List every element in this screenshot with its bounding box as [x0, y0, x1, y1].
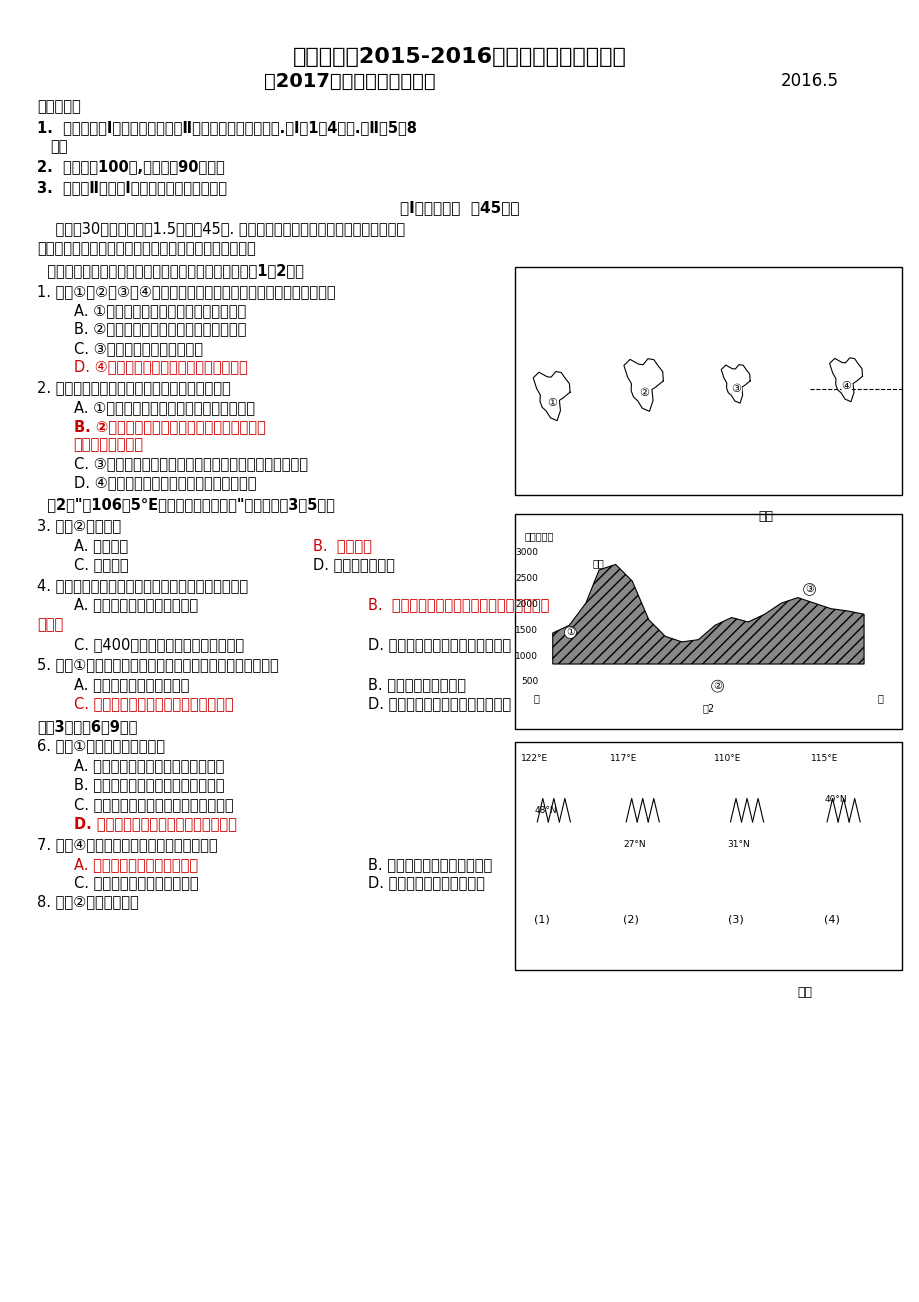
- Text: 31°N: 31°N: [727, 840, 750, 849]
- Text: 秦岭: 秦岭: [592, 559, 603, 568]
- Text: 2016.5: 2016.5: [779, 72, 838, 90]
- Text: 第Ⅰ卷（选择题  共45分）: 第Ⅰ卷（选择题 共45分）: [400, 201, 519, 216]
- Text: 122°E: 122°E: [520, 754, 548, 763]
- Text: C. 为400毫米年等降水量线经过的地区: C. 为400毫米年等降水量线经过的地区: [74, 637, 244, 652]
- Text: 1500: 1500: [515, 626, 538, 635]
- Text: B. 东侧为黄土高原，西侧为华北平原: B. 东侧为黄土高原，西侧为华北平原: [74, 777, 224, 793]
- Text: ③: ③: [804, 585, 813, 595]
- Text: 2000: 2000: [515, 600, 538, 609]
- Text: 页。: 页。: [51, 139, 68, 155]
- Text: ②: ②: [639, 388, 648, 397]
- Text: C. 东侧为内蒙古高原，西侧为东北平原: C. 东侧为内蒙古高原，西侧为东北平原: [74, 797, 233, 812]
- Text: D. ④城市所在的省级行政区有南回归线穿过: D. ④城市所在的省级行政区有南回归线穿过: [74, 475, 255, 491]
- Bar: [515, 267, 901, 495]
- Text: B. 地势平坦，草原辽阔: B. 地势平坦，草原辽阔: [368, 677, 466, 693]
- Text: A. 河网密布，灌溉水源充足: A. 河网密布，灌溉水源充足: [74, 677, 188, 693]
- Text: 南: 南: [877, 693, 882, 703]
- Text: 5. 有关①地形区农业发展条件及面临的问题，叙述正确的是: 5. 有关①地形区农业发展条件及面临的问题，叙述正确的是: [37, 658, 278, 673]
- Text: (2): (2): [622, 915, 639, 924]
- Text: 8. 山脉②两侧分别属于: 8. 山脉②两侧分别属于: [37, 894, 139, 910]
- Text: A. 华北平原: A. 华北平原: [74, 538, 128, 553]
- Text: 27°N: 27°N: [623, 840, 645, 849]
- Text: B.  四川盆地: B. 四川盆地: [312, 538, 371, 553]
- Text: C. ③有我国著名的敦煌莫高窟: C. ③有我国著名的敦煌莫高窟: [74, 341, 202, 357]
- Text: A. ①位于黄河沿岸，是山东省的省会济南: A. ①位于黄河沿岸，是山东省的省会济南: [74, 303, 245, 319]
- Text: 4. 秦岭是我国重要的地理分界线，其地理意义表现在: 4. 秦岭是我国重要的地理分界线，其地理意义表现在: [37, 578, 247, 594]
- Text: C. 东侧为春小麦，西侧为水稻: C. 东侧为春小麦，西侧为水稻: [74, 875, 198, 891]
- Text: D. ④位于珠江沿岸，是广东省的省会广州: D. ④位于珠江沿岸，是广东省的省会广州: [74, 359, 247, 375]
- Text: C. 水土流失严重，陡坡应退耕还林还草: C. 水土流失严重，陡坡应退耕还林还草: [74, 697, 233, 712]
- Text: 读图3，回答6～9题：: 读图3，回答6～9题：: [37, 719, 137, 734]
- Text: 7. 山脉④两侧地形区的主要粮食作物分别是: 7. 山脉④两侧地形区的主要粮食作物分别是: [37, 837, 217, 853]
- Text: 2500: 2500: [515, 574, 538, 583]
- Text: 北: 北: [533, 693, 539, 703]
- Text: 1. 关于①、②、③、④四个省会城市的名称、地理位置的叙述正确的是: 1. 关于①、②、③、④四个省会城市的名称、地理位置的叙述正确的是: [37, 284, 335, 299]
- Text: 海拔（米）: 海拔（米）: [524, 531, 553, 542]
- Text: 最东的省级行政区: 最东的省级行政区: [74, 437, 143, 453]
- Text: (3): (3): [727, 915, 743, 924]
- Text: D. 东侧为东北平原，西侧为内蒙古高原: D. 东侧为东北平原，西侧为内蒙古高原: [74, 816, 236, 832]
- Text: ②: ②: [712, 681, 721, 691]
- Text: (4): (4): [823, 915, 839, 924]
- Text: A. ①城市所在的省级行政区位于鄱阳湖以北: A. ①城市所在的省级行政区位于鄱阳湖以北: [74, 400, 255, 415]
- Text: B. ②城市所在的省级行政区是我国位置最北、: B. ②城市所在的省级行政区是我国位置最北、: [74, 419, 265, 435]
- Text: B.  是亚热带季风气候区和温带季风气候区的: B. 是亚热带季风气候区和温带季风气候区的: [368, 598, 549, 613]
- Text: ①: ①: [565, 628, 574, 638]
- Text: 115°E: 115°E: [810, 754, 837, 763]
- Text: ①: ①: [547, 398, 556, 408]
- Text: C. ③城市所在的省级行政区全部位于秦岭以北，长城以南: C. ③城市所在的省级行政区全部位于秦岭以北，长城以南: [74, 456, 307, 471]
- Text: 图2: 图2: [701, 703, 714, 713]
- Text: 40°N: 40°N: [823, 794, 846, 803]
- Text: 图2为"沿106．5°E我国局部地形剖面图"，分析完成3～5题。: 图2为"沿106．5°E我国局部地形剖面图"，分析完成3～5题。: [37, 497, 335, 513]
- Text: 110°E: 110°E: [713, 754, 741, 763]
- Text: 3. 图中②地形区为: 3. 图中②地形区为: [37, 518, 120, 534]
- Text: 根据下面四个省级行政区的轮廓图，联系所学知识回答1～2题：: 根据下面四个省级行政区的轮廓图，联系所学知识回答1～2题：: [37, 263, 303, 279]
- Text: A. 东侧为冬小麦，西侧为谷子: A. 东侧为冬小麦，西侧为谷子: [74, 857, 198, 872]
- Text: 2.  全卷满分100分,考试时间90分钟。: 2. 全卷满分100分,考试时间90分钟。: [37, 159, 224, 174]
- Text: 500: 500: [520, 677, 538, 686]
- Text: D. 是长江水系与淮河水系的分界线: D. 是长江水系与淮河水系的分界线: [368, 637, 511, 652]
- Text: 本卷共30小题，每小题1.5分，共45分. 在每小题给出的四个选项中，只有一项是符: 本卷共30小题，每小题1.5分，共45分. 在每小题给出的四个选项中，只有一项是…: [37, 221, 404, 237]
- Text: 1.  本试卷分第Ⅰ卷（选择题）和第Ⅱ卷（非选择题）两部分.第Ⅰ卷1至4页，.第Ⅱ卷5至8: 1. 本试卷分第Ⅰ卷（选择题）和第Ⅱ卷（非选择题）两部分.第Ⅰ卷1至4页，.第Ⅱ…: [37, 120, 416, 135]
- Bar: [515, 742, 901, 970]
- Text: 图３: 图３: [797, 986, 811, 999]
- Text: 合题目要求的，请把正确答案填写到答题卷的相应位置。: 合题目要求的，请把正确答案填写到答题卷的相应位置。: [37, 241, 255, 256]
- Text: A. 为农耕区和畜牧区的分界线: A. 为农耕区和畜牧区的分界线: [74, 598, 198, 613]
- Text: 市十二中学2015-2016学年度（下）半期检测: 市十二中学2015-2016学年度（下）半期检测: [293, 47, 626, 66]
- Text: B. 东侧为水稻，西侧为冬小麦: B. 东侧为水稻，西侧为冬小麦: [368, 857, 492, 872]
- Text: 高2017届（高二）地理试题: 高2017届（高二）地理试题: [264, 72, 435, 91]
- Text: 分界线: 分界线: [37, 617, 63, 633]
- Text: 1000: 1000: [515, 651, 538, 660]
- Text: D. 东侧为水稻，西侧为谷子: D. 东侧为水稻，西侧为谷子: [368, 875, 484, 891]
- Text: 48°N: 48°N: [534, 806, 557, 815]
- Text: 3000: 3000: [515, 548, 538, 557]
- Bar: [515, 514, 901, 729]
- Text: 117°E: 117°E: [609, 754, 636, 763]
- Text: ③: ③: [731, 384, 740, 395]
- Text: 2. 关于四个省级行政区地理位置的叙述正确的是: 2. 关于四个省级行政区地理位置的叙述正确的是: [37, 380, 231, 396]
- Text: (1): (1): [534, 915, 550, 924]
- Text: A. 东侧为华北平原，西侧为黄土高原: A. 东侧为华北平原，西侧为黄土高原: [74, 758, 223, 773]
- Text: 注意事项：: 注意事项：: [37, 99, 81, 115]
- Polygon shape: [552, 565, 863, 664]
- Text: 图１: 图１: [758, 510, 773, 523]
- Text: C. 渭河平原: C. 渭河平原: [74, 557, 128, 573]
- Text: 6. 山脉①两侧的地形区分别是: 6. 山脉①两侧的地形区分别是: [37, 738, 165, 754]
- Text: ④: ④: [841, 381, 850, 391]
- Text: D. 长江中下游平原: D. 长江中下游平原: [312, 557, 394, 573]
- Text: B. ②城市是我国纬度最高的新疆乌鲁木齐: B. ②城市是我国纬度最高的新疆乌鲁木齐: [74, 322, 245, 337]
- Text: 3.  只交第Ⅱ卷，第Ⅰ卷考生带走，以备讲评。: 3. 只交第Ⅱ卷，第Ⅰ卷考生带走，以备讲评。: [37, 180, 227, 195]
- Text: D. 土壤盐碱化严重，多中、低产田: D. 土壤盐碱化严重，多中、低产田: [368, 697, 511, 712]
